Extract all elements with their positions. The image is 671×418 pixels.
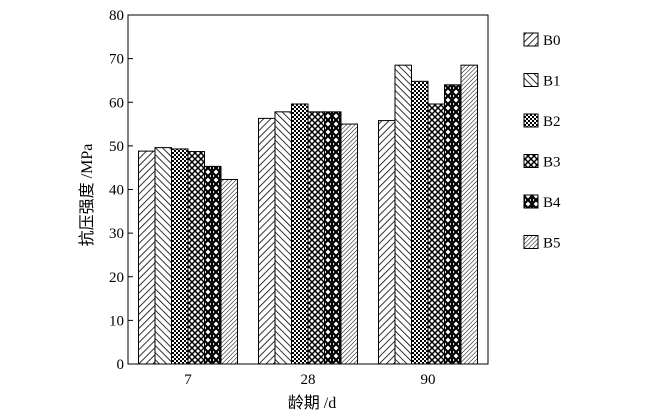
bar-B4-90 [444, 84, 462, 365]
bar-B1-7 [154, 147, 172, 365]
bar-B2-7 [171, 148, 189, 365]
legend-label-B2: B2 [543, 114, 561, 130]
bar-B5-7 [220, 178, 238, 365]
x-axis-title: 龄期 /d [288, 394, 336, 412]
y-tick-label: 80 [109, 8, 124, 24]
x-tick-label: 90 [421, 372, 436, 388]
bar-B5-90 [460, 64, 478, 365]
legend-label-B4: B4 [543, 195, 561, 211]
legend-label-B5: B5 [543, 236, 561, 252]
legend-swatch-B1 [523, 73, 539, 87]
bar-B0-28 [258, 117, 276, 365]
bar-B3-90 [427, 103, 445, 365]
bar-B2-28 [291, 103, 309, 365]
legend-swatch-B5 [523, 235, 539, 249]
y-tick-label: 30 [109, 226, 124, 242]
y-tick-label: 70 [109, 52, 124, 68]
bar-B3-7 [187, 151, 205, 365]
legend-swatch-B3 [523, 154, 539, 168]
legend: B0 B1 B2 B3 B4 B5 [523, 32, 561, 252]
legend-swatch-B2 [523, 113, 539, 128]
y-tick-label: 50 [109, 139, 124, 155]
y-tick-label: 20 [109, 270, 124, 286]
legend-label-B1: B1 [543, 74, 561, 90]
legend-swatch-B4 [523, 194, 539, 209]
y-tick-label: 10 [109, 313, 124, 329]
y-axis: 0 10 20 30 40 50 60 70 80 [109, 8, 133, 373]
bar-B5-28 [340, 123, 358, 365]
bar-B1-28 [274, 111, 292, 365]
bar-B1-90 [394, 64, 412, 365]
legend-label-B0: B0 [543, 33, 561, 49]
bar-B0-90 [378, 120, 396, 365]
legend-swatch-B0 [523, 32, 539, 47]
bars [138, 64, 478, 365]
y-axis-title: 抗压强度 /MPa [78, 144, 96, 247]
y-tick-label: 0 [117, 357, 125, 373]
x-tick-label: 28 [301, 372, 316, 388]
bar-B3-28 [307, 111, 325, 365]
y-tick-label: 40 [109, 183, 124, 199]
bar-B0-7 [138, 150, 156, 365]
y-tick-label: 60 [109, 95, 124, 111]
legend-label-B3: B3 [543, 155, 561, 171]
x-tick-label: 7 [184, 372, 192, 388]
bar-B2-90 [411, 80, 429, 365]
bar-B4-28 [324, 111, 342, 365]
bar-B4-7 [204, 165, 222, 365]
